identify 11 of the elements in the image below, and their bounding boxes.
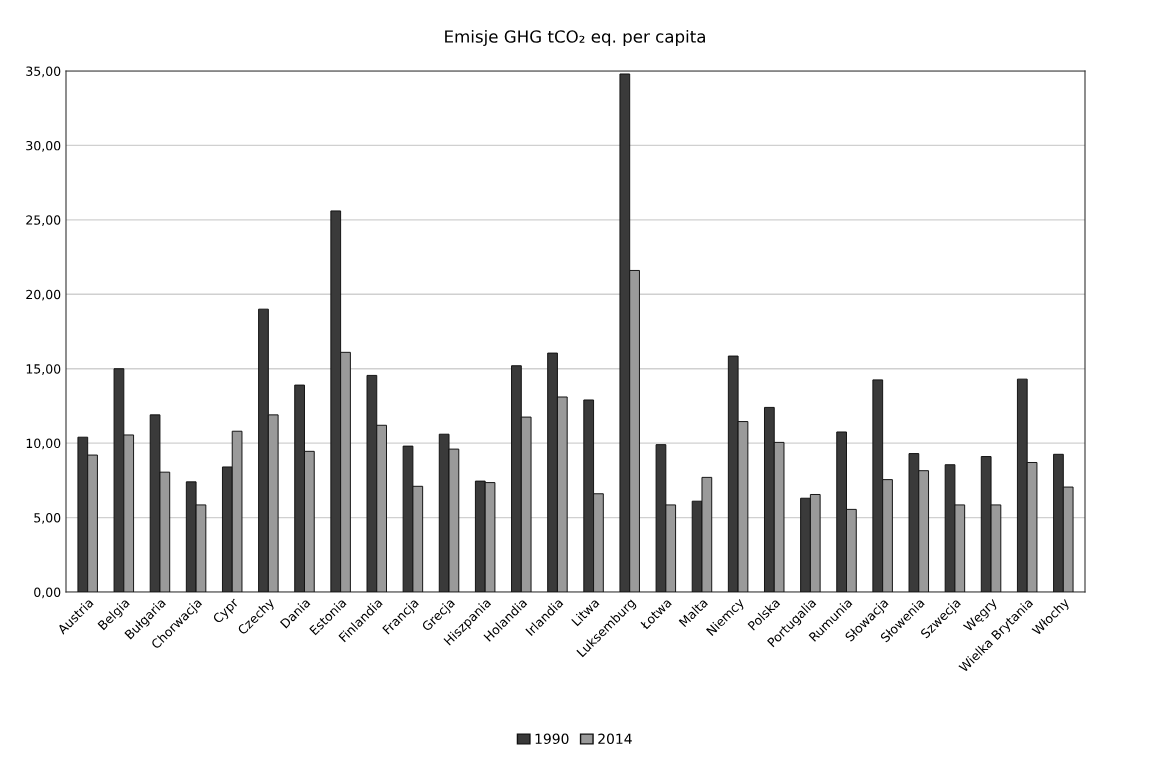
y-tick-label: 0,00 [34,587,61,599]
y-tick-label: 25,00 [26,215,61,227]
y-tick-label: 20,00 [26,289,61,301]
chart-title: Emisje GHG tCO₂ eq. per capita [445,29,705,47]
y-tick-label: 5,00 [34,513,61,524]
y-tick-label: 30,00 [26,140,61,152]
y-tick-label: 15,00 [26,364,61,375]
y-tick-label: 10,00 [26,438,61,450]
y-tick-label: 35,00 [26,66,61,78]
legend-label: 1990 [535,733,569,745]
legend-label: 2014 [598,733,632,745]
